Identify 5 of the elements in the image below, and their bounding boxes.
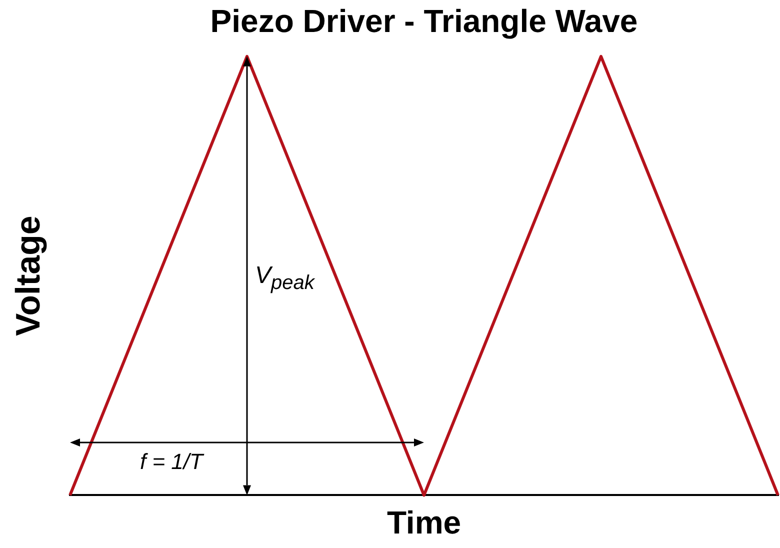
- annotation: f = 1/T: [140, 448, 203, 475]
- annotation: V$_{peak}$: [255, 262, 314, 295]
- chart-title: Piezo Driver - Triangle Wave: [210, 3, 638, 40]
- x-axis-title: Time: [386, 504, 462, 541]
- y-axis-title: Voltage: [9, 216, 48, 336]
